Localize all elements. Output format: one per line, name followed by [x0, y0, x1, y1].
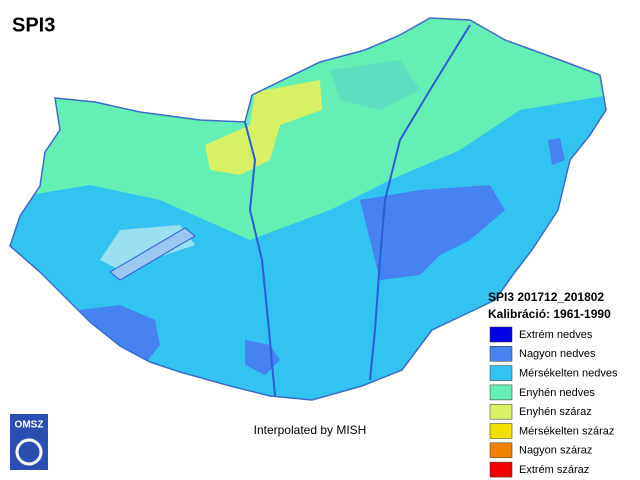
- legend-swatch: [489, 403, 513, 420]
- legend-swatch: [489, 461, 513, 478]
- legend-title: SPI3 201712_201802: [488, 290, 604, 304]
- legend-swatch: [489, 365, 513, 381]
- river-tisza: [369, 24, 471, 381]
- legend-label: Extrém száraz: [519, 464, 589, 476]
- legend-label: Enyhén száraz: [519, 406, 592, 418]
- legend-swatch: [489, 326, 513, 343]
- logo-swirl: [15, 438, 43, 466]
- logo: OMSZ: [10, 414, 48, 470]
- map-title: SPI3: [12, 14, 55, 36]
- credit: Interpolated by MISH: [254, 423, 367, 437]
- legend: Extrém nedves Nagyon nedves Mérsékelten ne…: [489, 326, 618, 478]
- logo-box: [10, 414, 48, 470]
- legend-swatch: [489, 346, 513, 362]
- logo-text: OMSZ: [15, 420, 44, 431]
- legend-label: Extrém nedves: [519, 329, 593, 341]
- legend-label: Nagyon nedves: [519, 348, 596, 360]
- legend-swatch: [489, 384, 513, 401]
- legend-swatch: [489, 423, 513, 439]
- country-border: [9, 17, 607, 401]
- legend-subtitle: Kalibráció: 1961-1990: [488, 307, 611, 321]
- legend-label: Enyhén nedves: [519, 387, 595, 399]
- legend-label: Nagyon száraz: [519, 445, 592, 457]
- legend-label: Mérsékelten nedves: [519, 368, 618, 380]
- lake-balaton: [109, 227, 196, 281]
- river-danube: [244, 121, 276, 397]
- legend-label: Mérsékelten száraz: [519, 425, 614, 437]
- legend-swatch: [489, 442, 513, 459]
